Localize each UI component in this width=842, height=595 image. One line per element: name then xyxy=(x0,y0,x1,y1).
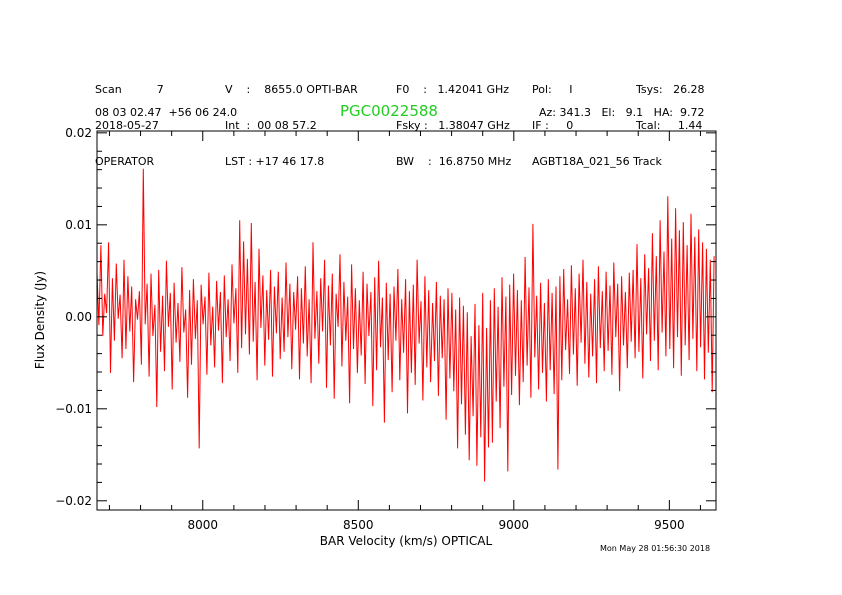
x-tick-label: 9000 xyxy=(499,518,530,532)
x-axis-title: BAR Velocity (km/s) OPTICAL xyxy=(320,534,493,548)
timestamp: Mon May 28 01:56:30 2018 xyxy=(600,544,711,553)
x-tick-label: 8000 xyxy=(187,518,218,532)
integration-line: Int : 00 08 57.2 xyxy=(225,119,317,132)
flux-trace-series xyxy=(96,168,715,482)
y-tick-label: 0.00 xyxy=(65,310,92,324)
header-col1: Scan 7 2018-05-27 OPERATOR xyxy=(95,60,164,180)
project-line: AGBT18A_021_56 Track xyxy=(532,155,662,168)
bw-line: BW : 16.8750 MHz xyxy=(396,155,512,168)
coordinates: 08 03 02.47 +56 06 24.0 xyxy=(95,106,238,119)
tsys-line: Tsys: 26.28 xyxy=(636,83,705,96)
y-axis-title: Flux Density (Jy) xyxy=(33,271,47,369)
header-col3: F0 : 1.42041 GHz Fsky : 1.38047 GHz BW :… xyxy=(396,60,511,180)
date-line: 2018-05-27 xyxy=(95,119,159,132)
if-line: IF : 0 xyxy=(532,119,574,132)
y-tick-label: 0.01 xyxy=(65,218,92,232)
tcal-line: Tcal: 1.44 xyxy=(636,119,703,132)
az-el-ha: Az: 341.3 El: 9.1 HA: 9.72 xyxy=(539,106,705,119)
f0-line: F0 : 1.42041 GHz xyxy=(396,83,510,96)
lst-line: LST : +17 46 17.8 xyxy=(225,155,325,168)
operator-line: OPERATOR xyxy=(95,155,155,168)
header-col5: Tsys: 26.28 Tcal: 1.44 xyxy=(636,60,705,144)
pol-line: Pol: I xyxy=(532,83,573,96)
target-name: PGC0022588 xyxy=(340,102,438,120)
scan-line: Scan 7 xyxy=(95,83,164,96)
fsky-line: Fsky : 1.38047 GHz xyxy=(396,119,510,132)
y-tick-label: −0.02 xyxy=(55,494,92,508)
header-col2: V : 8655.0 OPTI-BAR Int : 00 08 57.2 LST… xyxy=(225,60,358,180)
header-col4: Pol: I IF : 0 AGBT18A_021_56 Track xyxy=(532,60,662,180)
y-tick-label: −0.01 xyxy=(55,402,92,416)
x-tick-label: 9500 xyxy=(654,518,685,532)
x-tick-label: 8500 xyxy=(343,518,374,532)
plot-frame xyxy=(96,130,717,511)
velocity-line: V : 8655.0 OPTI-BAR xyxy=(225,83,358,96)
y-tick-label: 0.02 xyxy=(65,126,92,140)
